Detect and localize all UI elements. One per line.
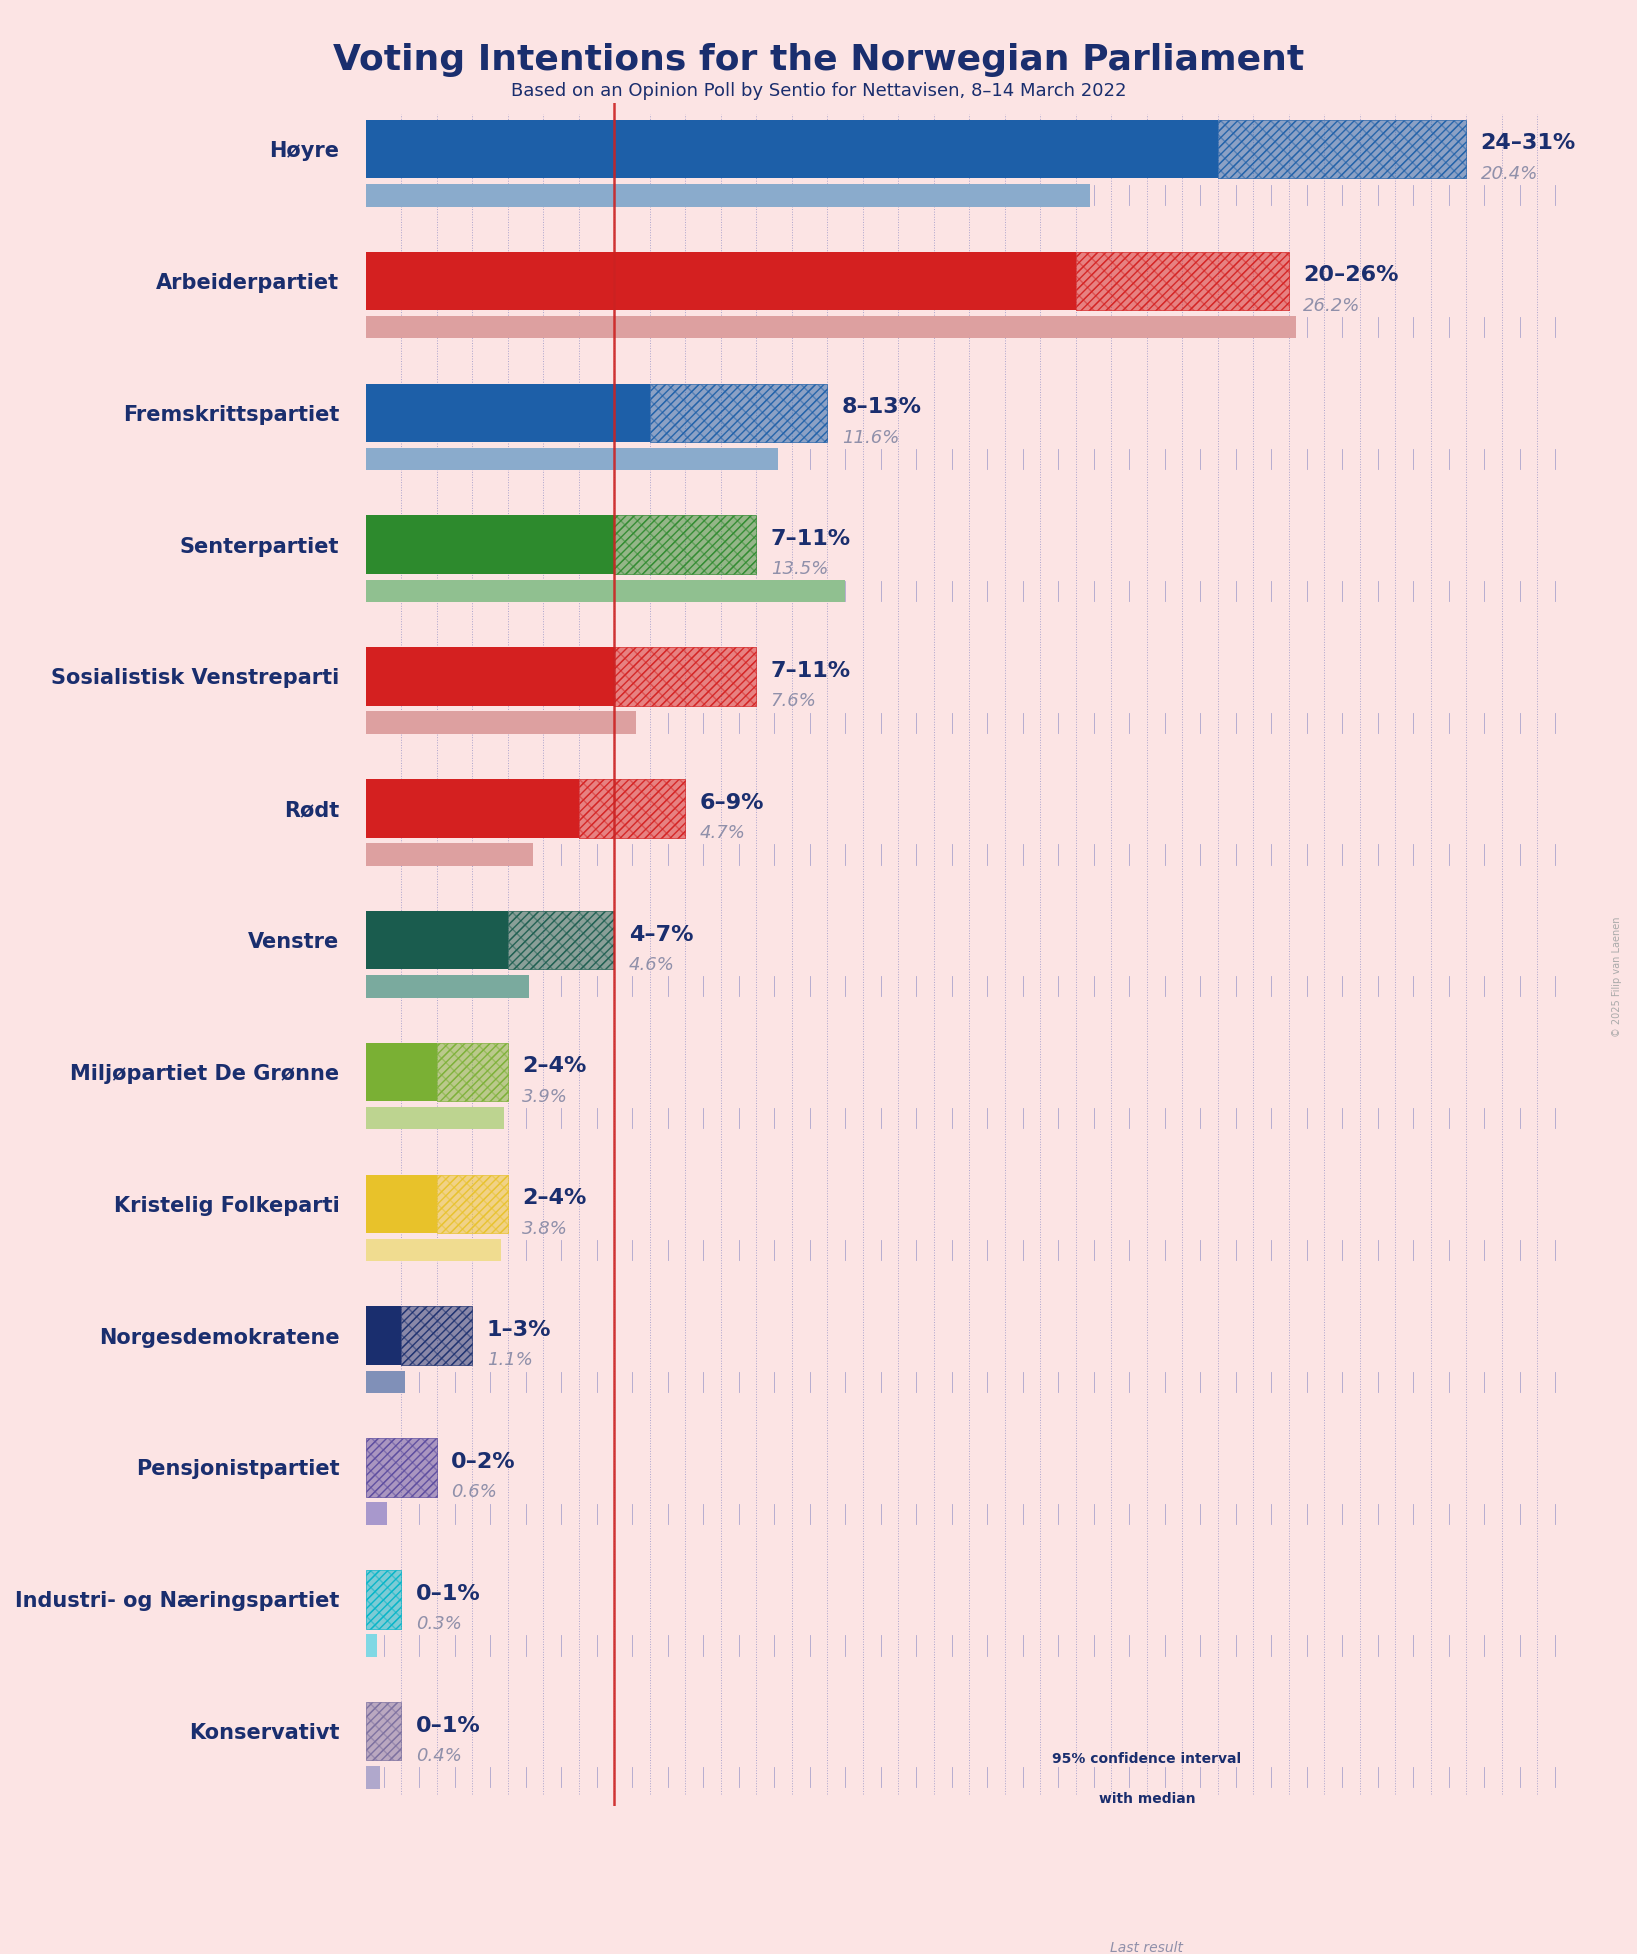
Text: 0.6%: 0.6% (452, 1483, 498, 1501)
Bar (367, 647, 614, 705)
Bar (367, 1043, 437, 1102)
Bar (367, 1438, 437, 1497)
Bar (367, 383, 650, 442)
Bar (579, 780, 686, 838)
Text: 8–13%: 8–13% (841, 397, 922, 416)
Bar (650, 383, 827, 442)
Text: 11.6%: 11.6% (841, 428, 899, 447)
Bar (367, 317, 1297, 338)
Bar (401, 1307, 473, 1366)
Bar (367, 1239, 501, 1260)
Bar (367, 184, 1090, 207)
Bar (614, 647, 756, 705)
Bar (367, 1503, 388, 1524)
Text: 4.6%: 4.6% (629, 956, 674, 973)
Text: Voting Intentions for the Norwegian Parliament: Voting Intentions for the Norwegian Parl… (332, 43, 1305, 76)
Bar (437, 1174, 507, 1233)
Bar (614, 516, 756, 574)
Bar (367, 119, 1218, 178)
Text: 1–3%: 1–3% (486, 1321, 552, 1340)
Text: 2–4%: 2–4% (522, 1057, 586, 1077)
Bar (367, 1634, 377, 1657)
Bar (367, 1174, 437, 1233)
Bar (437, 1043, 507, 1102)
Text: 3.9%: 3.9% (522, 1088, 568, 1106)
Text: 7–11%: 7–11% (771, 660, 851, 680)
Text: Last result: Last result (1110, 1940, 1184, 1954)
Text: 7–11%: 7–11% (771, 530, 851, 549)
Bar (1218, 119, 1467, 178)
Bar (367, 447, 778, 471)
Text: 0–2%: 0–2% (452, 1452, 516, 1471)
Bar (437, 1043, 507, 1102)
Text: 26.2%: 26.2% (1303, 297, 1360, 315)
Text: Based on an Opinion Poll by Sentio for Nettavisen, 8–14 March 2022: Based on an Opinion Poll by Sentio for N… (511, 82, 1126, 100)
Bar (1076, 252, 1288, 311)
Bar (1005, 1823, 1130, 1866)
Bar (367, 252, 1076, 311)
Bar (367, 1766, 380, 1788)
Bar (367, 911, 507, 969)
Bar (367, 780, 579, 838)
Text: 0.3%: 0.3% (416, 1616, 462, 1634)
Bar (1005, 1888, 1200, 1903)
Bar (367, 975, 529, 998)
Text: 4–7%: 4–7% (629, 924, 692, 944)
Bar (507, 911, 614, 969)
Bar (614, 516, 756, 574)
Bar (367, 1569, 401, 1628)
Text: 0–1%: 0–1% (416, 1583, 480, 1604)
Bar (650, 383, 827, 442)
Bar (1218, 119, 1467, 178)
Text: 24–31%: 24–31% (1480, 133, 1576, 154)
Text: 3.8%: 3.8% (522, 1219, 568, 1237)
Bar (367, 516, 614, 574)
Text: 4.7%: 4.7% (699, 825, 745, 842)
Text: 20.4%: 20.4% (1480, 164, 1539, 184)
Text: © 2025 Filip van Laenen: © 2025 Filip van Laenen (1612, 916, 1622, 1038)
Bar (367, 711, 635, 735)
Bar (367, 1569, 401, 1628)
Bar (367, 1370, 404, 1393)
Bar (437, 1174, 507, 1233)
Bar (1130, 1823, 1200, 1866)
Bar (367, 1702, 401, 1761)
Text: 6–9%: 6–9% (699, 793, 764, 813)
Text: 7.6%: 7.6% (771, 692, 817, 709)
Bar (367, 1438, 437, 1497)
Bar (367, 1702, 401, 1761)
Text: 2–4%: 2–4% (522, 1188, 586, 1208)
Text: with median: with median (1098, 1792, 1195, 1805)
Bar (401, 1307, 473, 1366)
Bar (367, 1307, 401, 1366)
Text: 0–1%: 0–1% (416, 1716, 480, 1735)
Text: 95% confidence interval: 95% confidence interval (1053, 1753, 1241, 1766)
Text: 0.4%: 0.4% (416, 1747, 462, 1764)
Bar (367, 844, 532, 866)
Text: 1.1%: 1.1% (486, 1352, 532, 1370)
Text: 13.5%: 13.5% (771, 561, 828, 578)
Bar (367, 1106, 504, 1129)
Bar (367, 580, 845, 602)
Bar (507, 911, 614, 969)
Bar (579, 780, 686, 838)
Bar (1130, 1823, 1200, 1866)
Text: 20–26%: 20–26% (1303, 266, 1398, 285)
Bar (614, 647, 756, 705)
Bar (1076, 252, 1288, 311)
